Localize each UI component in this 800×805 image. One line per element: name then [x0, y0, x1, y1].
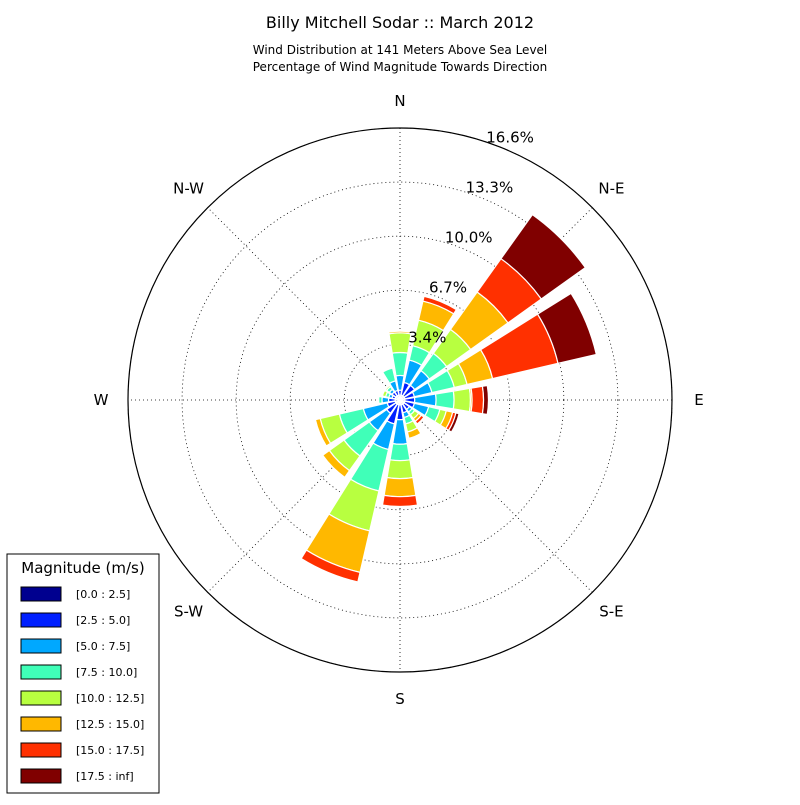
legend-label: [10.0 : 12.5]	[76, 692, 144, 705]
wind-bar-segment	[536, 292, 598, 365]
legend: Magnitude (m/s) [0.0 : 2.5] [2.5 : 5.0] [5.…	[6, 553, 160, 794]
legend-swatch	[20, 768, 62, 784]
compass-label: S-W	[174, 602, 203, 620]
wind-bar-segment	[321, 449, 351, 479]
wind-bar-segment	[388, 330, 412, 335]
wind-bar-segment	[414, 414, 425, 425]
legend-swatch	[20, 716, 62, 732]
wind-bar-segment	[381, 367, 397, 385]
grid-circle	[181, 181, 619, 619]
legend-title: Magnitude (m/s)	[21, 559, 144, 577]
compass-labels: N N-E E S-E S S-W W N-W	[94, 92, 704, 708]
legend-swatch	[20, 690, 62, 706]
outer-circle	[127, 127, 673, 673]
legend-label: [12.5 : 15.0]	[76, 718, 144, 731]
wind-bar-segment	[378, 395, 383, 405]
compass-label: W	[94, 391, 109, 409]
legend-swatch	[20, 586, 62, 602]
grid-circle	[289, 289, 511, 511]
radial-tick-label: 6.7%	[429, 279, 467, 297]
legend-swatch	[20, 612, 62, 628]
compass-label: N-W	[173, 180, 204, 198]
chart-subtitle-line-1: Wind Distribution at 141 Meters Above Se…	[253, 43, 548, 57]
chart-title: Billy Mitchell Sodar :: March 2012	[266, 13, 534, 32]
radial-tick-labels: 3.4% 6.7% 10.0% 13.3% 16.6%	[408, 129, 534, 347]
wind-bar-segment	[384, 384, 392, 392]
wind-bar-segment	[406, 426, 422, 440]
legend-swatch	[20, 638, 62, 654]
wind-bar-segment	[422, 295, 458, 315]
compass-label: N-E	[598, 180, 624, 198]
legend-swatch	[20, 742, 62, 758]
chart-subtitle-line-2: Percentage of Wind Magnitude Towards Dir…	[253, 60, 547, 74]
compass-label: S-E	[599, 602, 623, 620]
wind-bar-segment	[300, 549, 361, 583]
wind-bar-segment	[434, 390, 455, 410]
radial-tick-label: 16.6%	[486, 129, 534, 147]
wind-bar-segment	[381, 396, 390, 404]
wind-bar-segment	[447, 412, 460, 433]
wind-bar-segment	[470, 385, 485, 415]
wind-bar-segment	[500, 213, 587, 300]
legend-label: [2.5 : 5.0]	[76, 614, 130, 627]
radial-tick-label: 10.0%	[445, 229, 493, 247]
legend-label: [17.5 : inf]	[76, 770, 134, 783]
wind-bar-segment	[381, 494, 419, 508]
wind-bar-segment	[381, 389, 389, 398]
radial-tick-label: 13.3%	[466, 179, 514, 197]
wind-bar-segment	[389, 442, 411, 462]
wind-sectors	[300, 213, 598, 583]
wind-bar-segment	[314, 417, 332, 447]
compass-label: S	[395, 690, 405, 708]
legend-label: [7.5 : 10.0]	[76, 666, 137, 679]
compass-label: N	[394, 92, 405, 110]
radial-tick-label: 3.4%	[408, 329, 446, 347]
wind-bar-segment	[386, 459, 414, 480]
wind-bar-segment	[452, 387, 472, 413]
legend-label: [5.0 : 7.5]	[76, 640, 130, 653]
wind-bar-segment	[383, 476, 417, 498]
compass-label: E	[694, 391, 703, 409]
legend-label: [15.0 : 17.5]	[76, 744, 144, 757]
wind-bar-segment	[391, 351, 409, 377]
wind-bar-segment	[481, 384, 490, 416]
legend-label: [0.0 : 2.5]	[76, 588, 130, 601]
legend-swatch	[20, 664, 62, 680]
